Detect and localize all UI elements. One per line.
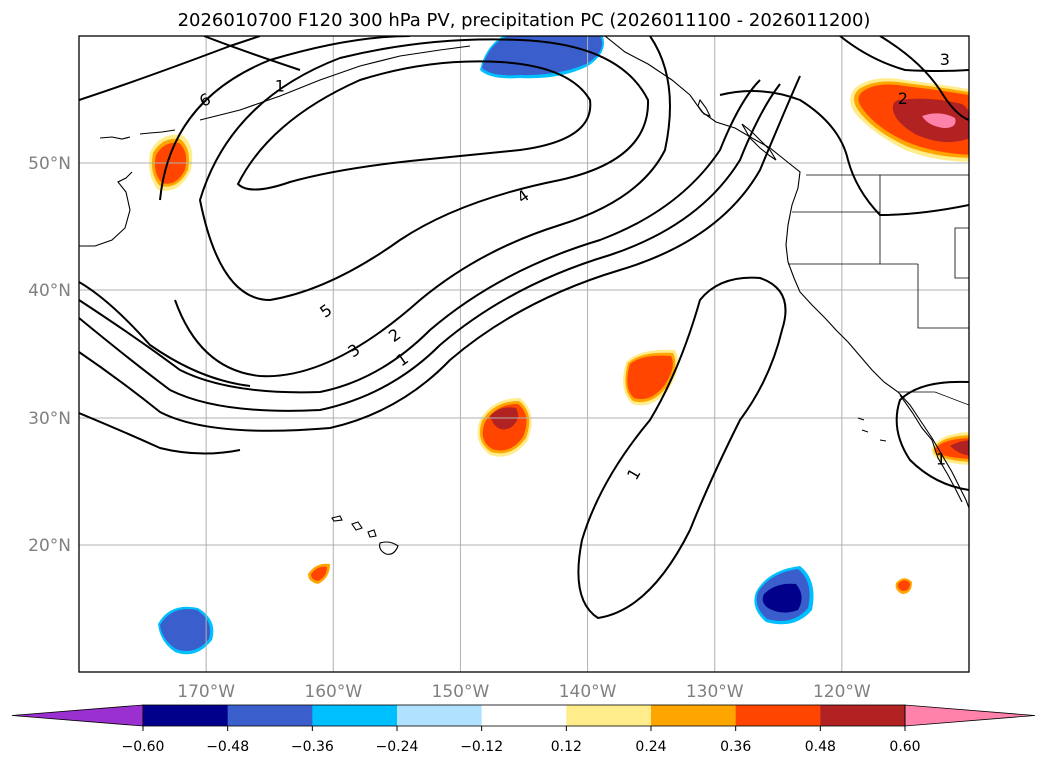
lon-tick-label: 150°W (432, 682, 490, 702)
pv-contour-inner (236, 60, 592, 191)
pv-contour-label: 2 (898, 89, 908, 108)
pv-contour-4 (198, 38, 650, 302)
colorbar (11, 704, 1036, 731)
hawaii-island-1 (379, 541, 399, 555)
pv-contour-1-north (203, 36, 301, 71)
pv-contour-1 (79, 75, 801, 432)
pv-contour-30n (79, 412, 241, 455)
colorbar-tick-label: 0.24 (635, 739, 666, 755)
colorbar-bin (397, 705, 483, 726)
alaska-coastline (199, 45, 471, 121)
colorbar-bin (820, 705, 906, 726)
colorbar-tick-label: −0.48 (206, 739, 249, 755)
nv-ca-border (917, 264, 969, 329)
pv-contour-5 (159, 36, 671, 378)
lon-tick-label: 140°W (559, 682, 617, 702)
colorbar-extend-high (904, 704, 1036, 727)
pv-contour-1-closed (577, 276, 787, 620)
colorbar-bin (227, 705, 313, 726)
aleutian-islands-2 (139, 129, 176, 135)
colorbar-labels: −0.60 −0.48 −0.36 −0.24 −0.12 0.12 0.24 … (122, 739, 921, 755)
vancouver-island (741, 123, 777, 161)
colorbar-bin (143, 705, 229, 726)
latitude-labels: 20°N 30°N 40°N 50°N (28, 154, 71, 556)
pv-contour-1-baja (895, 380, 969, 491)
lon-tick-label: 120°W (813, 682, 871, 702)
colorbar-tick-label: −0.12 (460, 739, 503, 755)
precip-blob-pacific-south-negative (754, 566, 814, 625)
colorbar-bin (651, 705, 737, 726)
aleutian-islands-1 (99, 136, 131, 140)
pv-contour-label: 1 (275, 77, 285, 96)
precip-blob-canada-positive (850, 78, 969, 162)
precip-blob-mexico-positive (895, 578, 912, 594)
map-frame (78, 35, 970, 673)
colorbar-bin (566, 705, 652, 726)
colorbar-bin (312, 705, 398, 726)
lon-tick-label: 170°W (177, 682, 235, 702)
queen-charlotte (697, 98, 712, 117)
colorbar-extend-low (11, 704, 144, 727)
precip-blob-hawaii-west-positive (308, 563, 330, 584)
lon-tick-label: 130°W (686, 682, 744, 702)
pv-contour-3 (79, 83, 781, 412)
political-borders (788, 174, 969, 406)
precip-blob-southwest-negative (158, 606, 214, 655)
channel-islands (857, 417, 887, 442)
kamchatka-edge (79, 171, 133, 247)
montana-border (954, 227, 969, 279)
north-american-coastline (604, 36, 969, 509)
pv-contour-6 (79, 36, 261, 101)
pv-contour-east-ridge (719, 90, 969, 217)
colorbar-tick-label: 0.48 (805, 739, 836, 755)
lon-tick-label: 160°W (304, 682, 362, 702)
hawaii-island-2 (351, 521, 363, 531)
lat-tick-label: 20°N (28, 536, 71, 556)
chart-title: 2026010700 F120 300 hPa PV, precipitatio… (178, 10, 871, 31)
pv-contour-3-ne (839, 36, 969, 72)
map-area: 1 6 4 5 2 3 1 1 3 2 1 (78, 35, 970, 673)
precip-blob-pacific-north-positive (623, 349, 679, 406)
colorbar-tick-label: −0.24 (376, 739, 419, 755)
pv-contour-2-ne (879, 36, 969, 121)
longitude-labels: 170°W 160°W 150°W 140°W 130°W 120°W (177, 682, 871, 702)
pv-contour-label: 1 (936, 450, 946, 469)
colorbar-tick-label: 0.36 (720, 739, 751, 755)
precip-blob-pacific-center-positive (477, 398, 532, 457)
pv-contour-1-west (79, 281, 251, 387)
lat-tick-label: 50°N (28, 154, 71, 174)
hawaii-island-4 (331, 515, 343, 522)
colorbar-tick-label: 0.60 (889, 739, 920, 755)
precip-layer (149, 36, 969, 655)
colorbar-bin (735, 705, 821, 726)
colorbar-frame (142, 704, 906, 727)
lat-tick-label: 40°N (28, 281, 71, 301)
colorbar-bin (481, 705, 567, 726)
pv-contour-label: 3 (940, 50, 950, 69)
colorbar-tick-label: −0.60 (122, 739, 165, 755)
precip-blob-baja-positive (931, 432, 969, 465)
lat-tick-label: 30°N (28, 409, 71, 429)
colorbar-tick-label: 0.12 (551, 739, 582, 755)
hawaii-island-3 (367, 529, 377, 538)
pv-contour-2 (79, 79, 761, 394)
pv-contours (79, 36, 969, 620)
colorbar-tick-label: −0.36 (291, 739, 334, 755)
